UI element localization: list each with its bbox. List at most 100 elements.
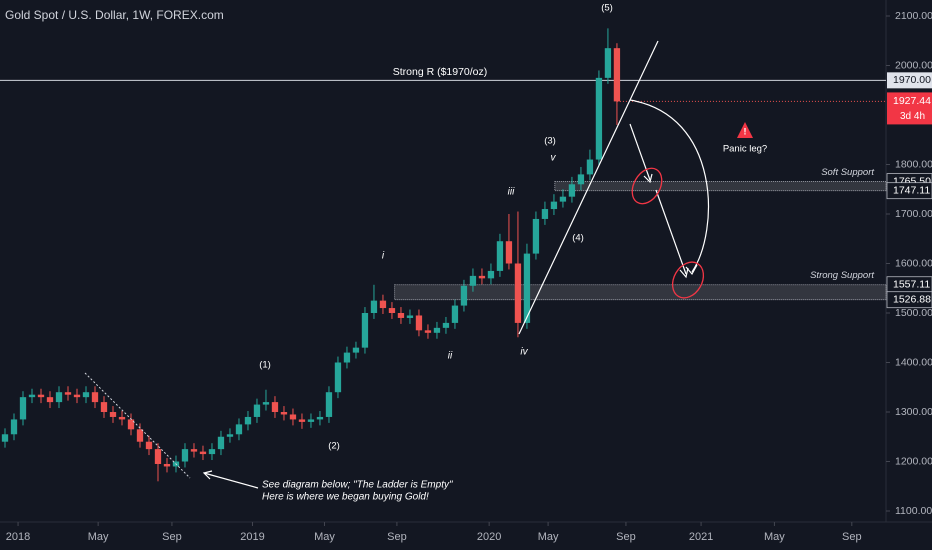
price-tag-label: 1557.11 — [893, 279, 930, 291]
candle-body — [46, 397, 54, 403]
candle-body — [595, 77, 603, 160]
countdown: 3d 4h — [900, 111, 925, 122]
candle-body — [577, 174, 585, 185]
x-tick-label: 2019 — [240, 531, 264, 543]
y-tick-label: 1200.00 — [895, 455, 932, 467]
chart-title: Gold Spot / U.S. Dollar, 1W, FOREX.com — [5, 8, 224, 22]
candle-body — [433, 327, 441, 333]
support-zone — [394, 284, 887, 301]
annotation: i — [382, 251, 385, 262]
candle-body — [136, 429, 144, 442]
candle-body — [181, 449, 189, 462]
candle-body — [64, 392, 72, 395]
annotation: iii — [508, 187, 515, 198]
warning-icon — [737, 122, 753, 138]
x-tick-label: 2021 — [689, 531, 713, 543]
annotation: iv — [520, 347, 528, 358]
candle-body — [334, 362, 342, 393]
candle-body — [109, 412, 117, 417]
annotation: Here is where we began buying Gold! — [262, 492, 429, 503]
x-tick-label: Sep — [387, 531, 407, 543]
y-tick-label: 1800.00 — [895, 158, 932, 170]
y-tick-label: 2000.00 — [895, 59, 932, 71]
annotation: v — [551, 153, 557, 164]
candle-body — [559, 196, 567, 202]
annotation: (3) — [544, 136, 556, 147]
price-tag-label: 1526.88 — [893, 293, 931, 305]
y-tick-label: 1300.00 — [895, 406, 932, 418]
arrow — [655, 189, 687, 275]
y-tick-label: 1400.00 — [895, 356, 932, 368]
candle-body — [613, 48, 621, 102]
note-arrow — [203, 472, 259, 489]
candle-body — [541, 209, 549, 219]
price-tag — [886, 291, 932, 309]
down-trend-line — [84, 372, 191, 479]
candle-body — [424, 330, 432, 333]
annotation: (5) — [601, 3, 613, 14]
candle-body — [1, 434, 9, 442]
candle-body — [604, 48, 612, 78]
candle-body — [55, 392, 63, 403]
candle-body — [226, 434, 234, 437]
arrow-head — [685, 264, 698, 276]
price-tag-label: 1747.11 — [893, 184, 930, 196]
arrow-head — [202, 470, 213, 480]
candle-body — [298, 419, 306, 422]
x-tick-label: Sep — [162, 531, 182, 543]
x-tick-label: 2020 — [477, 531, 501, 543]
candle-body — [325, 392, 333, 417]
candle-body — [280, 412, 288, 415]
candle-body — [307, 419, 315, 422]
highlight-ellipse — [671, 261, 705, 299]
candle-body — [244, 416, 252, 425]
annotation: See diagram below; "The Ladder is Empty" — [262, 480, 453, 491]
x-tick-label: Sep — [616, 531, 636, 543]
candle-body — [442, 322, 450, 328]
annotation: (2) — [328, 441, 340, 452]
candle-body — [271, 402, 279, 413]
candle-body — [262, 402, 270, 405]
candle-body — [145, 441, 153, 450]
candle-body — [100, 402, 108, 413]
candle-body — [253, 404, 261, 417]
annotation: ii — [448, 351, 453, 362]
price-tag-label: 1927.44 — [893, 95, 931, 107]
highlight-ellipse — [631, 167, 663, 205]
candle-body — [199, 451, 207, 455]
x-tick-label: May — [764, 531, 785, 543]
trend-line — [518, 40, 659, 335]
candle-body — [487, 270, 495, 279]
price-tag-label: 1970.00 — [893, 74, 931, 86]
candle-body — [505, 241, 513, 264]
candle-body — [379, 300, 387, 309]
zone-label: Soft Support — [821, 167, 874, 178]
y-tick-label: 1700.00 — [895, 208, 932, 220]
price-tag — [887, 92, 932, 125]
candle-body — [28, 394, 36, 398]
arrow — [629, 123, 651, 181]
curved-arrow — [629, 99, 710, 273]
candle-body — [568, 184, 576, 197]
x-tick-label: May — [538, 531, 559, 543]
candle-body — [532, 218, 540, 254]
candle-body — [217, 436, 225, 450]
candle-body — [37, 394, 45, 398]
y-tick-label: 1500.00 — [895, 307, 932, 319]
support-zone — [554, 181, 887, 192]
candle-body — [208, 449, 216, 455]
candle-body — [451, 305, 459, 323]
zone-label: Strong Support — [810, 270, 874, 281]
x-tick-label: May — [88, 531, 109, 543]
candle-body — [118, 416, 126, 420]
candle-body — [496, 241, 504, 271]
price-tag — [886, 182, 932, 200]
candle-body — [370, 300, 378, 314]
candle-body — [514, 263, 522, 323]
annotation: (1) — [259, 360, 271, 371]
x-tick-label: Sep — [842, 531, 862, 543]
candle-body — [316, 416, 324, 420]
annotation: (4) — [572, 233, 584, 244]
